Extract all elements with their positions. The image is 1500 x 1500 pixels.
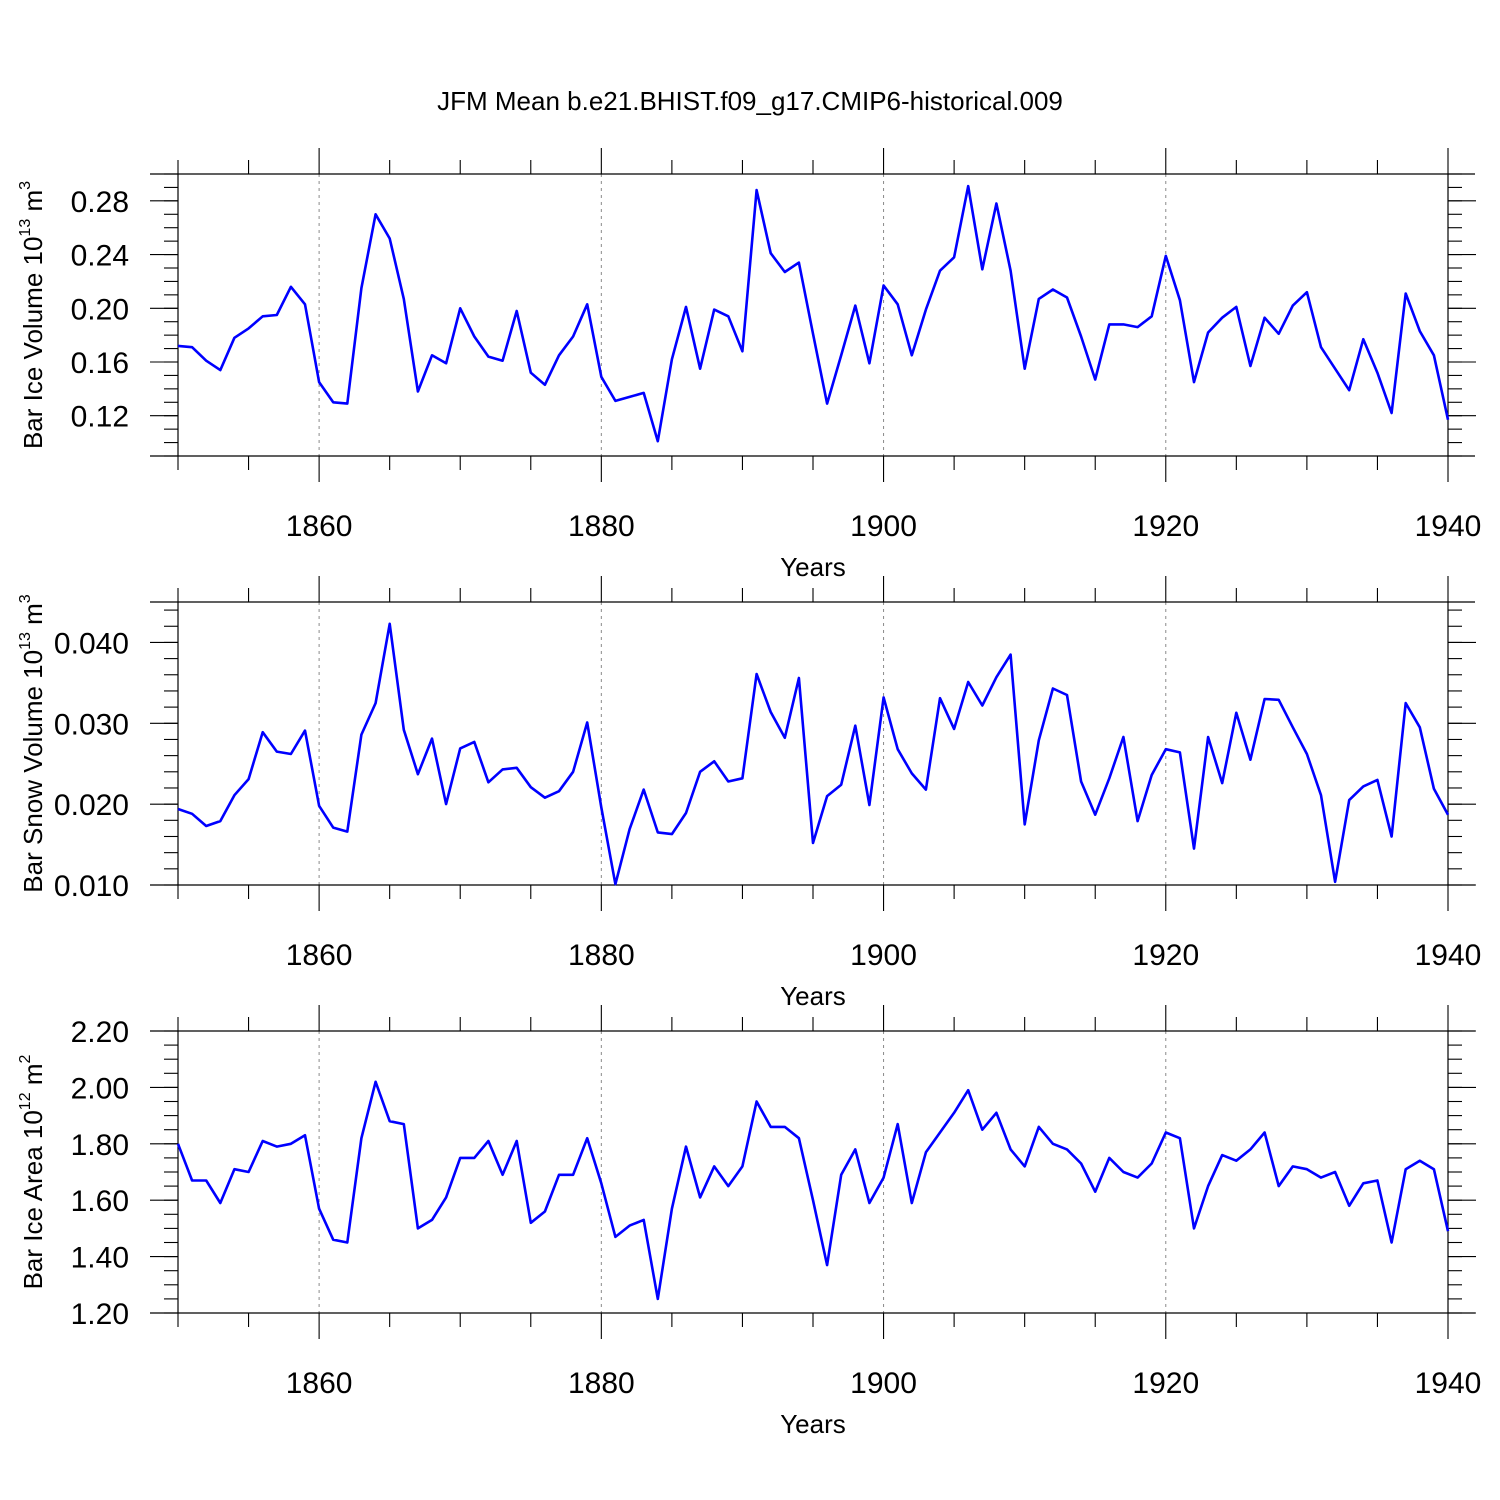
x-tick-label: 1920	[1132, 510, 1199, 543]
x-tick-label: 1920	[1132, 1367, 1199, 1400]
y-axis-label: Bar Ice Area 1012 m2	[17, 1054, 48, 1289]
y-tick-label: 0.010	[54, 870, 129, 903]
y-axis-label: Bar Snow Volume 1013 m3	[17, 594, 48, 893]
x-axis-label: Years	[780, 981, 846, 1011]
x-tick-label: 1900	[850, 1367, 917, 1400]
y-tick-label: 0.24	[71, 240, 129, 273]
y-tick-label: 0.20	[71, 293, 129, 326]
y-tick-label: 2.20	[71, 1016, 129, 1049]
y-tick-label: 1.80	[71, 1129, 129, 1162]
y-tick-label: 2.00	[71, 1072, 129, 1105]
panel-ice-area: 1860 1880 1900 1920 1940 Years 1.20 1.40 1.60 1.8…	[17, 1005, 1481, 1439]
x-tick-label: 1880	[568, 510, 635, 543]
panel-snow-volume: 1860 1880 1900 1920 1940 Years 0.010 0.020 0.030…	[17, 576, 1481, 1011]
x-tick-label: 1880	[568, 939, 635, 972]
y-tick-label: 0.040	[54, 627, 129, 660]
x-axis-label: Years	[780, 1409, 846, 1439]
x-tick-label: 1880	[568, 1367, 635, 1400]
y-tick-label: 0.030	[54, 708, 129, 741]
y-axis-label: Bar Ice Volume 1013 m3	[17, 181, 48, 449]
y-tick-label: 0.12	[71, 401, 129, 434]
x-tick-label: 1940	[1415, 1367, 1482, 1400]
series-line-ice-volume	[177, 184, 1450, 443]
x-tick-label: 1900	[850, 939, 917, 972]
x-tick-label: 1940	[1415, 939, 1482, 972]
y-tick-label: 1.60	[71, 1185, 129, 1218]
y-tick-label: 0.16	[71, 347, 129, 380]
y-tick-label: 1.20	[71, 1298, 129, 1331]
x-tick-label: 1900	[850, 510, 917, 543]
y-tick-label: 0.020	[54, 789, 129, 822]
x-tick-label: 1920	[1132, 939, 1199, 972]
y-tick-label: 0.28	[71, 186, 129, 219]
x-tick-label: 1860	[286, 1367, 353, 1400]
x-tick-label: 1860	[286, 510, 353, 543]
x-axis-label: Years	[780, 552, 846, 582]
panel-ice-volume: 1860 1880 1900 1920 1940 Years 0.12 0.16 0.20 0.2…	[17, 148, 1481, 582]
figure-title: JFM Mean b.e21.BHIST.f09_g17.CMIP6-histo…	[437, 86, 1063, 116]
x-tick-label: 1940	[1415, 510, 1482, 543]
series-line-ice-area	[176, 1080, 1450, 1301]
series-line-snow-volume	[177, 622, 1450, 886]
x-tick-label: 1860	[286, 939, 353, 972]
y-tick-label: 1.40	[71, 1242, 129, 1275]
